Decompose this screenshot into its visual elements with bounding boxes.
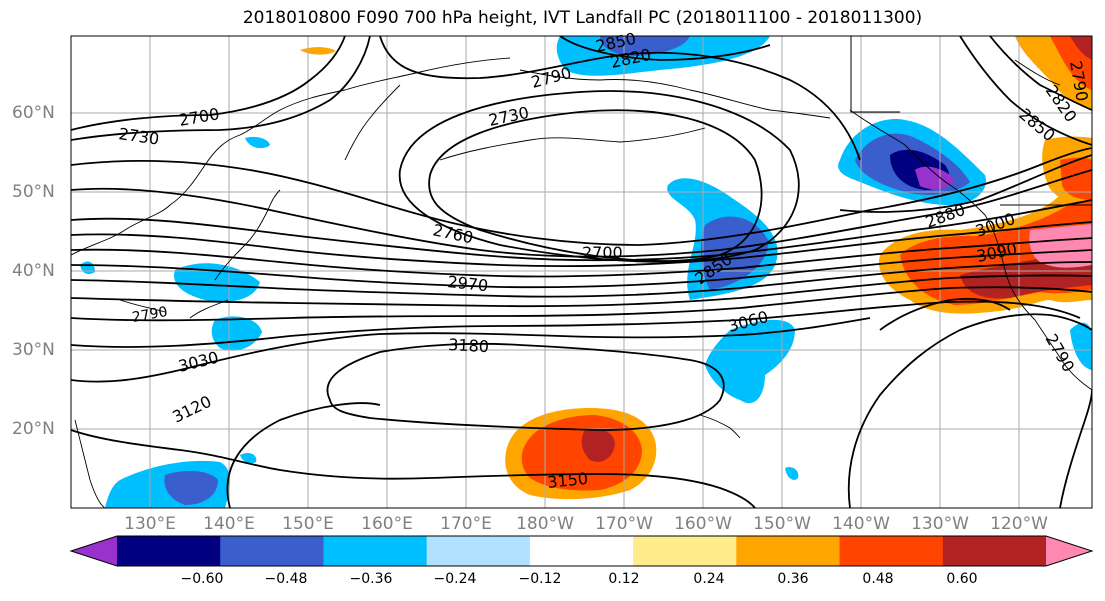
lon-label-130w: 130°W bbox=[911, 514, 969, 534]
contour-2730-west bbox=[71, 36, 371, 141]
colorbar-box bbox=[117, 536, 221, 566]
lon-label-140e: 140°E bbox=[203, 514, 255, 534]
contour-2820-ne bbox=[989, 36, 1092, 111]
lon-label-120w: 120°W bbox=[990, 514, 1048, 534]
lat-label-40n: 40°N bbox=[12, 261, 55, 281]
contour-3180 bbox=[326, 342, 725, 431]
coastline-aleutians bbox=[439, 127, 706, 161]
colorbar-tick-label: 0.48 bbox=[862, 571, 894, 587]
colorbar-box bbox=[220, 536, 324, 566]
colorbar-tick-label: −0.60 bbox=[180, 571, 224, 587]
contour-label: 3150 bbox=[546, 469, 588, 492]
colorbar-tick-label: 0.12 bbox=[608, 571, 640, 587]
coastline-kamchatka bbox=[344, 84, 401, 161]
colorbar-extend-left bbox=[71, 536, 117, 566]
contour-3060 bbox=[71, 300, 1081, 348]
lon-label-130e: 130°E bbox=[124, 514, 176, 534]
contour-3030 bbox=[71, 286, 1092, 322]
lon-label-150w: 150°W bbox=[753, 514, 811, 534]
negative-anomaly-hawaii bbox=[705, 319, 795, 404]
colorbar-box bbox=[839, 536, 944, 566]
lat-label-30n: 30°N bbox=[12, 340, 55, 360]
coastline-na-west bbox=[849, 109, 1092, 391]
colorbar-box bbox=[736, 536, 841, 566]
contour-2880 bbox=[839, 154, 1092, 213]
contour-2850-ne bbox=[959, 36, 1092, 146]
lon-label-160w: 160°W bbox=[674, 514, 732, 534]
us-canada-border bbox=[850, 36, 1092, 206]
contour-2700-low bbox=[428, 109, 763, 262]
map-title: 2018010800 F090 700 hPa height, IVT Land… bbox=[242, 8, 923, 28]
lat-label-50n: 50°N bbox=[12, 182, 55, 202]
contour-2700-west bbox=[71, 36, 346, 131]
lon-label-160e: 160°E bbox=[361, 514, 413, 534]
contour-2790 bbox=[379, 36, 861, 161]
colorbar-tick-label: −0.24 bbox=[433, 571, 477, 587]
colorbar bbox=[69, 535, 1094, 567]
colorbar-outline bbox=[69, 535, 1094, 567]
contour-label: 2790 bbox=[131, 304, 169, 326]
contour-2730 bbox=[398, 90, 800, 263]
lat-label-60n: 60°N bbox=[12, 103, 55, 123]
colorbar-tick-label: 0.24 bbox=[693, 571, 725, 587]
colorbar-tick-label: −0.12 bbox=[518, 571, 562, 587]
colorbar-box bbox=[633, 536, 737, 566]
coastline-alaska bbox=[519, 69, 831, 119]
contour-label: 3180 bbox=[448, 335, 490, 356]
colorbar-box bbox=[529, 536, 634, 566]
lon-label-180w: 180°W bbox=[516, 514, 574, 534]
contour-2760 bbox=[71, 199, 1092, 262]
lon-label-150e: 150°E bbox=[282, 514, 334, 534]
colorbar-tick-label: 0.60 bbox=[946, 571, 978, 587]
colorbar-box bbox=[426, 536, 531, 566]
map-frame bbox=[70, 35, 1093, 509]
contour-2850-north bbox=[559, 36, 771, 61]
lat-label-20n: 20°N bbox=[12, 419, 55, 439]
colorbar-tick-label: −0.36 bbox=[349, 571, 393, 587]
contour-2970 bbox=[71, 261, 1092, 298]
colorbar-box bbox=[942, 536, 1047, 566]
contour-3150 bbox=[226, 402, 381, 508]
contour-label: 2700 bbox=[582, 243, 623, 262]
contour-label: 2970 bbox=[447, 272, 489, 295]
colorbar-tick-label: −0.48 bbox=[264, 571, 308, 587]
lon-label-170w: 170°W bbox=[595, 514, 653, 534]
coastline-hawaii bbox=[699, 414, 741, 439]
colorbar-boxes bbox=[117, 536, 1047, 566]
contour-3120 bbox=[71, 317, 871, 383]
colorbar-tick-label: 0.36 bbox=[777, 571, 809, 587]
colorbar-box bbox=[323, 536, 428, 566]
colorbar-extend-right bbox=[1046, 536, 1092, 566]
lon-label-140w: 140°W bbox=[832, 514, 890, 534]
height-contours bbox=[71, 36, 1092, 508]
lon-label-170e: 170°E bbox=[440, 514, 492, 534]
